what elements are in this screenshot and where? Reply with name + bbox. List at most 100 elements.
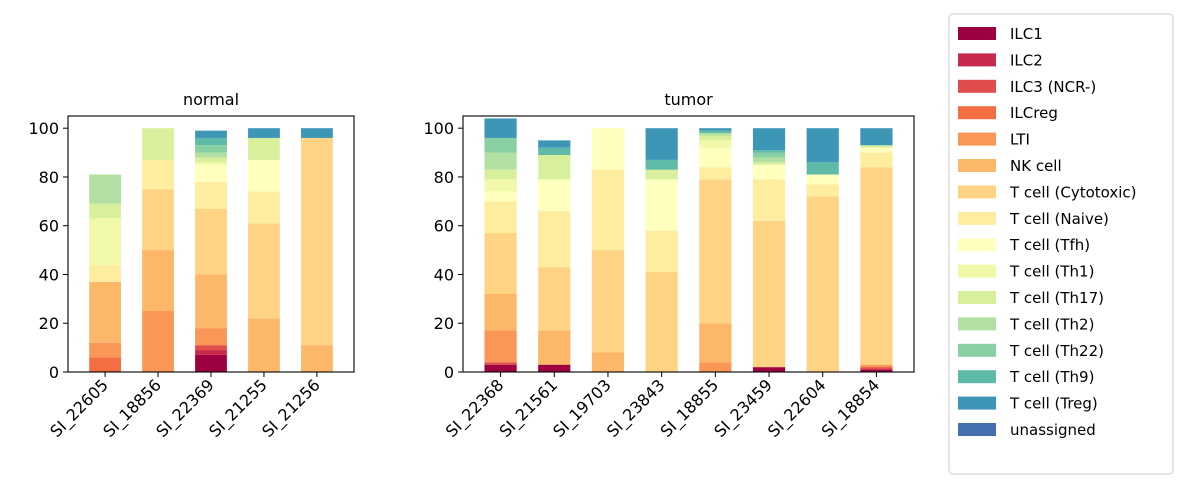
bar-segment-SI_23459-8 (752, 164, 786, 180)
y-tick-label: 60 (434, 217, 454, 236)
bar-segment-SI_18855-8 (699, 147, 732, 168)
y-tick-label: 100 (28, 119, 59, 138)
bar-segment-SI_22369-11 (195, 152, 227, 158)
legend-swatch-8 (958, 238, 996, 252)
bar-segment-SI_23459-13 (752, 150, 786, 153)
bar-segment-SI_18854-4 (860, 364, 893, 368)
bar-segment-SI_22604-8 (806, 174, 839, 185)
bar-segment-SI_22369-13 (195, 137, 227, 146)
panel-title: tumor (664, 90, 713, 109)
bar-segment-SI_22369-14 (195, 130, 227, 138)
bar-segment-SI_21561-13 (538, 147, 571, 156)
bar-segment-SI_23459-12 (752, 152, 786, 158)
bar-segment-SI_22368-0 (484, 364, 517, 372)
legend-label-8: T cell (Tfh) (1009, 236, 1090, 254)
bar-segment-SI_18856-4 (142, 311, 174, 372)
legend-frame (948, 13, 1174, 475)
bar-segment-SI_18854-0 (860, 369, 893, 372)
y-tick-label: 0 (49, 363, 59, 382)
bar-segment-SI_21255-5 (248, 318, 280, 372)
bar-segment-SI_18854-10 (860, 145, 893, 148)
bar-segment-SI_22605-4 (89, 342, 121, 358)
bar-segment-SI_22369-5 (195, 274, 227, 329)
bar-segment-SI_22368-5 (484, 293, 517, 331)
bar-segment-SI_22368-12 (484, 137, 517, 153)
bar-segment-SI_22369-10 (195, 157, 227, 163)
legend-label-11: T cell (Th2) (1009, 315, 1094, 333)
bar-segment-SI_21561-5 (538, 330, 571, 365)
bar-segment-SI_23843-8 (645, 179, 678, 231)
bar-segment-SI_23459-10 (752, 162, 786, 165)
legend: ILC1 ILC2 ILC3 (NCR-) ILCreg LTI NK cell T cel… (948, 13, 1174, 475)
legend-label-2: ILC3 (NCR-) (1010, 78, 1096, 96)
bar-segment-SI_23459-11 (752, 157, 786, 163)
legend-label-6: T cell (Cytotoxic) (1009, 183, 1137, 201)
x-tick-label: SI_21561 (495, 375, 561, 441)
legend-label-3: ILCreg (1010, 104, 1058, 122)
bar-segment-SI_23843-13 (645, 159, 678, 170)
legend-label-5: NK cell (1010, 157, 1062, 175)
bar-segment-SI_22368-2 (484, 362, 517, 365)
bar-segment-SI_22369-0 (195, 354, 227, 372)
bar-segment-SI_22604-14 (806, 128, 839, 163)
bar-segment-SI_21256-5 (301, 345, 333, 372)
legend-label-9: T cell (Th1) (1009, 263, 1094, 281)
legend-swatch-10 (958, 291, 996, 304)
y-tick-label: 0 (444, 363, 454, 382)
x-tick-label: SI_22604 (764, 375, 830, 441)
legend-label-13: T cell (Th9) (1009, 368, 1094, 386)
legend-label-4: LTI (1010, 131, 1030, 149)
bar-segment-SI_19703-5 (591, 352, 625, 372)
bar-segment-SI_22604-7 (806, 184, 839, 197)
bar-segment-SI_18855-6 (699, 179, 732, 324)
bar-segment-SI_21255-8 (248, 159, 280, 192)
legend-label-0: ILC1 (1010, 25, 1043, 43)
bar-segment-SI_21256-14 (301, 128, 333, 138)
bar-segment-SI_19703-8 (591, 128, 625, 170)
y-tick-label: 20 (39, 314, 59, 333)
bar-segment-SI_22605-11 (89, 174, 121, 204)
legend-swatch-12 (958, 343, 996, 357)
x-tick-label: SI_23843 (603, 375, 669, 441)
panel-normal: 020406080100SI_22605SI_18856SI_22369SI_2… (28, 90, 355, 442)
bar-segment-SI_21255-10 (248, 137, 280, 160)
bar-segment-SI_22368-11 (484, 152, 517, 170)
bar-segment-SI_21561-8 (538, 179, 571, 212)
bar-segment-SI_18854-14 (860, 128, 893, 146)
bar-segment-SI_18856-7 (142, 159, 174, 190)
legend-label-10: T cell (Th17) (1009, 289, 1104, 307)
legend-swatch-7 (958, 211, 996, 225)
bar-segment-SI_22368-4 (484, 330, 517, 363)
bar-segment-SI_18854-8 (860, 147, 893, 153)
bar-segment-SI_18854-2 (860, 367, 893, 370)
bar-segment-SI_19703-6 (591, 250, 625, 353)
legend-swatch-9 (958, 264, 996, 278)
bar-segment-SI_21256-6 (301, 137, 333, 346)
legend-swatch-11 (958, 317, 996, 331)
bar-segment-SI_22604-13 (806, 162, 839, 175)
bar-segment-SI_22369-7 (195, 181, 227, 209)
legend-swatch-1 (958, 53, 996, 67)
y-tick-label: 80 (434, 168, 454, 187)
y-tick-label: 100 (423, 119, 454, 138)
bar-segment-SI_18856-5 (142, 250, 174, 312)
bar-segment-SI_22368-6 (484, 233, 517, 294)
bar-segment-SI_23843-10 (645, 169, 678, 180)
legend-swatch-15 (958, 423, 996, 436)
bar-segment-SI_23459-0 (752, 367, 786, 372)
bar-segment-SI_18855-14 (699, 128, 732, 131)
y-tick-label: 20 (434, 314, 454, 333)
bar-segment-SI_21561-14 (538, 140, 571, 148)
bar-segment-SI_22368-14 (484, 118, 517, 138)
bar-segment-SI_22605-5 (89, 281, 121, 343)
bar-segment-SI_22605-7 (89, 264, 121, 282)
bar-segment-SI_21255-7 (248, 191, 280, 224)
legend-swatch-4 (958, 132, 996, 146)
bar-segment-SI_23843-14 (645, 128, 678, 160)
legend-swatch-5 (958, 159, 996, 172)
bar-segment-SI_21561-7 (538, 211, 571, 268)
bar-segment-SI_22368-7 (484, 201, 517, 234)
bar-segment-SI_22368-10 (484, 169, 517, 180)
